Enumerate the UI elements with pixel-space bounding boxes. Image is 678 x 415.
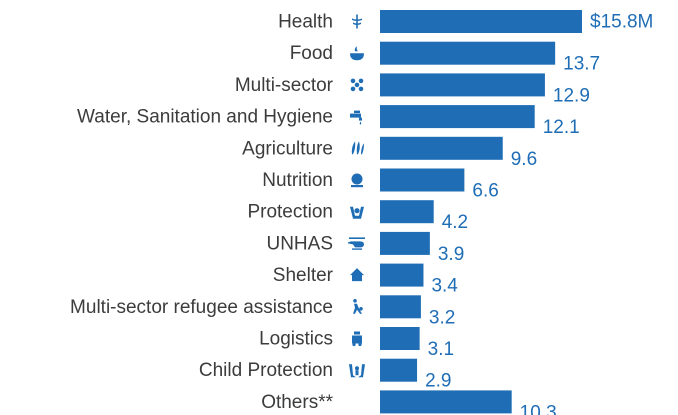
- value-label: 3.2: [429, 307, 455, 328]
- value-label: 3.1: [428, 339, 454, 360]
- health-icon: [352, 14, 362, 29]
- bar-row: Multi-sector 12.9: [235, 73, 590, 106]
- refugee-icon: [353, 299, 363, 314]
- value-label: 2.9: [425, 371, 451, 392]
- value-label: 6.6: [472, 181, 498, 202]
- bar: [380, 295, 421, 319]
- value-label: 3.4: [431, 276, 458, 297]
- bar: [380, 263, 424, 287]
- category-label: Nutrition: [262, 170, 333, 191]
- bar-row: Agriculture 9.6: [242, 136, 537, 170]
- bar: [380, 136, 503, 160]
- bar-row: Food 13.7: [290, 41, 600, 75]
- food-icon: [350, 46, 364, 61]
- value-label: 4.2: [442, 212, 468, 233]
- category-label: Agriculture: [242, 138, 333, 159]
- bar-row: Multi-sector refugee assistance 3.2: [70, 295, 455, 328]
- multi-sector-icon: [350, 78, 364, 92]
- category-label: Food: [290, 43, 333, 64]
- category-label: Child Protection: [199, 360, 333, 381]
- category-label: Shelter: [273, 265, 334, 286]
- category-label: Water, Sanitation and Hygiene: [77, 107, 333, 128]
- bar: [380, 231, 430, 255]
- category-label: Multi-sector refugee assistance: [70, 297, 333, 318]
- helicopter-icon: [348, 237, 365, 250]
- value-label: 10.3: [520, 402, 557, 415]
- shelter-icon: [350, 268, 364, 282]
- value-label: 3.9: [438, 244, 464, 265]
- bar: [380, 358, 418, 382]
- bar-row: Health $15.8M: [278, 10, 653, 33]
- bar-row: Logistics 3.1: [259, 327, 454, 360]
- category-label: UNHAS: [266, 233, 333, 254]
- value-label: 9.6: [511, 149, 537, 170]
- bar: [380, 41, 556, 65]
- protection-icon: [350, 206, 364, 219]
- bar: [380, 10, 582, 33]
- child-protection-icon: [349, 364, 365, 378]
- bar-row: Protection 4.2: [247, 200, 468, 233]
- bar: [380, 327, 420, 350]
- category-label: Protection: [247, 202, 333, 223]
- bar-row: Shelter 3.4: [273, 263, 458, 297]
- category-label: Multi-sector: [235, 75, 334, 96]
- category-label: Others**: [261, 392, 333, 413]
- water-tap-icon: [350, 110, 362, 125]
- value-label: $15.8M: [590, 12, 653, 33]
- bar-row: Child Protection 2.9: [199, 358, 451, 392]
- bar: [380, 168, 465, 192]
- value-label: 13.7: [563, 54, 600, 75]
- bar-row: UNHAS 3.9: [266, 231, 464, 265]
- nutrition-icon: [351, 173, 363, 188]
- bar: [380, 200, 434, 224]
- agriculture-icon: [351, 141, 364, 155]
- logistics-icon: [352, 331, 362, 347]
- bar: [380, 73, 545, 97]
- category-label: Logistics: [259, 329, 333, 350]
- category-label: Health: [278, 12, 333, 33]
- bar-row: Nutrition 6.6: [262, 168, 499, 202]
- bar-row: Others** 10.3: [261, 390, 557, 415]
- value-label: 12.1: [543, 117, 580, 138]
- value-label: 12.9: [553, 85, 590, 106]
- bar-row: Water, Sanitation and Hygiene 12.1: [77, 105, 580, 138]
- bar: [380, 105, 535, 129]
- bar: [380, 390, 512, 414]
